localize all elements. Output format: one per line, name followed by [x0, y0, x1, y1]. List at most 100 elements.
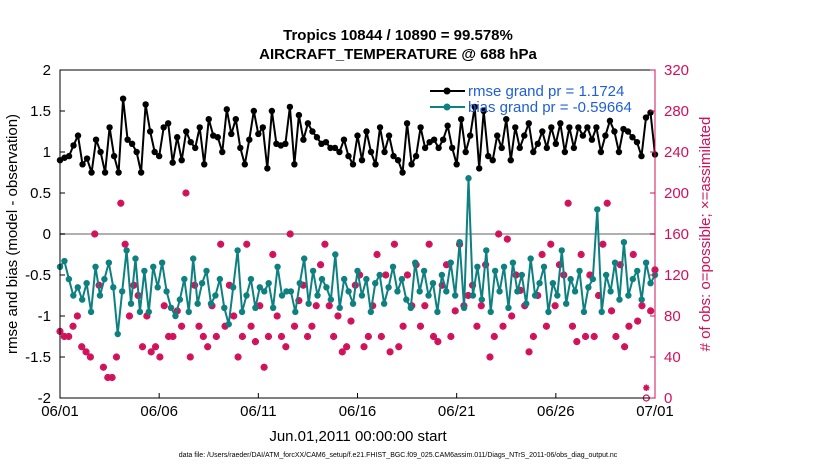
- bias-point: [372, 280, 379, 287]
- obs-assimilated-marker: [117, 200, 125, 207]
- obs-assimilated-marker: [590, 333, 598, 340]
- rmse-point: [363, 128, 370, 135]
- bias-point: [416, 288, 423, 295]
- obs-assimilated-marker: [512, 271, 520, 279]
- rmse-point: [70, 142, 77, 149]
- rmse-point: [638, 152, 645, 160]
- obs-assimilated-marker: [291, 323, 298, 330]
- obs-assimilated-marker: [226, 282, 233, 289]
- rmse-point: [421, 144, 429, 152]
- rmse-point: [430, 136, 438, 143]
- rmse-point: [309, 128, 316, 135]
- bias-point: [625, 292, 632, 299]
- rmse-point: [155, 152, 163, 160]
- obs-assimilated-marker: [391, 241, 398, 248]
- rmse-point: [548, 124, 555, 131]
- rmse-point: [629, 134, 636, 141]
- y-axis-left: -2 -1.5 -1 -0.5 0 0.5 1 1.5 2: [25, 62, 65, 407]
- rmse-point: [101, 169, 109, 176]
- obs-assimilated-marker: [74, 312, 81, 320]
- bias-point: [212, 292, 219, 299]
- rmse-point: [65, 152, 73, 160]
- bias-point: [278, 292, 286, 299]
- obs-assimilated-marker: [169, 333, 177, 340]
- obs-assimilated-marker: [538, 251, 546, 258]
- obs-assimilated-marker: [495, 230, 502, 238]
- obs-assimilated-marker: [612, 333, 620, 340]
- y-tick-right-label: 80: [664, 308, 681, 325]
- y-tick-label: 1: [43, 144, 51, 161]
- bias-point: [549, 280, 557, 287]
- obs-assimilated-marker: [343, 343, 350, 350]
- bias-point: [540, 263, 548, 270]
- rmse-point: [372, 161, 379, 168]
- obs-assimilated-marker: [491, 333, 498, 340]
- rmse-point: [300, 136, 307, 143]
- y-tick-label: 0.5: [30, 185, 51, 202]
- obs-assimilated-marker: [178, 323, 185, 330]
- bias-point: [105, 259, 113, 266]
- rmse-point: [480, 107, 487, 115]
- rmse-point: [340, 136, 348, 143]
- bias-point: [456, 239, 463, 246]
- bias-point: [261, 288, 268, 295]
- rmse-point: [602, 132, 609, 139]
- bias-point: [394, 288, 401, 295]
- rmse-point: [448, 144, 456, 152]
- rmse-point: [466, 132, 474, 139]
- bias-point: [340, 275, 348, 283]
- rmse-point: [579, 132, 587, 139]
- rmse-point: [516, 144, 523, 152]
- obs-assimilated-marker: [508, 312, 515, 320]
- bias-point: [585, 284, 592, 291]
- rmse-point: [201, 161, 208, 168]
- bias-point: [487, 308, 494, 316]
- obs-assimilated-marker: [161, 302, 168, 309]
- bias-point: [123, 247, 130, 254]
- bias-point: [332, 251, 339, 258]
- rmse-point: [241, 161, 249, 168]
- obs-assimilated-marker: [139, 343, 146, 350]
- obs-assimilated-marker: [356, 271, 363, 279]
- obs-assimilated-marker: [200, 333, 207, 340]
- bias-point: [181, 275, 188, 283]
- rmse-point: [417, 124, 424, 131]
- obs-assimilated-marker: [91, 230, 98, 238]
- obs-assimilated-marker: [378, 333, 385, 340]
- rmse-point: [597, 148, 605, 156]
- obs-assimilated-marker: [417, 323, 424, 330]
- rmse-point: [593, 124, 600, 131]
- rmse-point: [183, 128, 190, 135]
- y-tick-label: -1: [38, 308, 51, 325]
- obs-assimilated-marker: [425, 241, 433, 248]
- rmse-point: [223, 106, 230, 113]
- bias-point: [118, 288, 126, 295]
- bias-point: [634, 267, 641, 275]
- rmse-point: [615, 148, 623, 156]
- bias-point: [376, 271, 383, 279]
- obs-assimilated-marker: [543, 323, 550, 330]
- rmse-point: [444, 122, 451, 129]
- y-axis-right: 0 40 80 120 160 200 240 280 320: [650, 62, 689, 407]
- obs-assimilated-marker: [126, 312, 133, 320]
- bias-point: [314, 292, 321, 299]
- bias-point: [203, 267, 210, 275]
- bias-point: [629, 275, 636, 283]
- rmse-point: [512, 124, 519, 131]
- rmse-point: [647, 109, 654, 116]
- x-axis: 06/01 06/06 06/11 06/16 06/21 06/26 07/01: [41, 393, 674, 420]
- y-tick-label: 1.5: [30, 103, 51, 120]
- obs-assimilated-marker: [486, 353, 494, 361]
- obs-assimilated-marker: [252, 338, 259, 345]
- rmse-point: [291, 161, 298, 168]
- bias-point: [292, 308, 299, 316]
- rmse-point: [552, 140, 560, 147]
- rmse-point: [521, 132, 528, 139]
- rmse-point: [169, 159, 176, 166]
- obs-assimilated-marker: [82, 348, 90, 356]
- bias-point: [429, 280, 437, 287]
- bias-point: [465, 175, 472, 182]
- obs-assimilated-marker: [113, 353, 120, 361]
- rmse-point: [178, 157, 185, 164]
- bias-point: [238, 308, 246, 316]
